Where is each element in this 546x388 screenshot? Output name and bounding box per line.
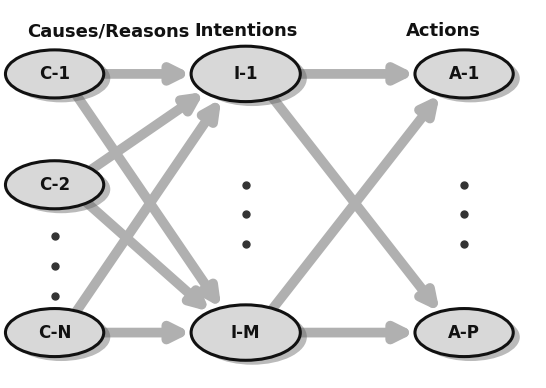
Text: C-1: C-1 — [39, 65, 70, 83]
Ellipse shape — [422, 313, 520, 361]
FancyArrowPatch shape — [104, 67, 180, 81]
FancyArrowPatch shape — [273, 98, 433, 303]
Ellipse shape — [191, 46, 300, 102]
Ellipse shape — [5, 50, 104, 98]
Text: Intentions: Intentions — [194, 22, 298, 40]
Ellipse shape — [198, 50, 307, 106]
Ellipse shape — [5, 161, 104, 209]
Ellipse shape — [12, 165, 110, 213]
Text: C-2: C-2 — [39, 176, 70, 194]
FancyArrowPatch shape — [300, 67, 404, 81]
Ellipse shape — [415, 50, 513, 98]
Ellipse shape — [422, 54, 520, 102]
Text: C-N: C-N — [38, 324, 72, 341]
Ellipse shape — [12, 54, 110, 102]
Ellipse shape — [415, 308, 513, 357]
FancyArrowPatch shape — [273, 103, 433, 308]
FancyArrowPatch shape — [104, 326, 180, 340]
Ellipse shape — [198, 309, 307, 365]
Text: Actions: Actions — [406, 22, 480, 40]
Ellipse shape — [5, 308, 104, 357]
Text: I-1: I-1 — [234, 65, 258, 83]
Ellipse shape — [191, 305, 300, 360]
Text: Causes/Reasons: Causes/Reasons — [27, 22, 189, 40]
FancyArrowPatch shape — [76, 95, 215, 299]
Text: I-M: I-M — [231, 324, 260, 341]
FancyArrowPatch shape — [92, 98, 195, 169]
FancyArrowPatch shape — [87, 203, 201, 305]
FancyArrowPatch shape — [300, 326, 404, 340]
Text: A-P: A-P — [448, 324, 480, 341]
FancyArrowPatch shape — [76, 108, 215, 311]
Text: A-1: A-1 — [448, 65, 480, 83]
Ellipse shape — [12, 313, 110, 361]
